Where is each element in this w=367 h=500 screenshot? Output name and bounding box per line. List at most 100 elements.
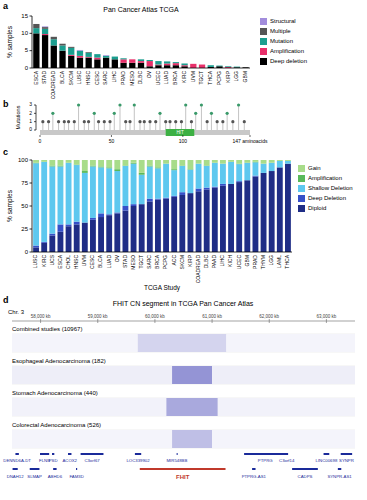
bar-segment: [77, 58, 83, 68]
bar-segment: [103, 55, 109, 57]
bar-segment: [244, 163, 250, 180]
lollipop: [226, 112, 229, 130]
category-label: DLBC: [137, 71, 143, 85]
category-label: GBM: [242, 71, 248, 82]
bar-segment: [42, 26, 48, 28]
category-label: PRAD: [120, 71, 126, 85]
bar-segment: [42, 34, 48, 35]
lollipop: [216, 120, 219, 130]
x-axis: [32, 252, 292, 253]
legend-label: Diploid: [308, 205, 326, 211]
bar-segment: [188, 193, 194, 252]
stem: [52, 113, 53, 130]
cn-segment: [12, 398, 166, 416]
head: [73, 120, 76, 123]
ruler-label: 60,000 kb: [145, 314, 165, 319]
category-label: KIRC: [181, 71, 187, 83]
bar-segment: [66, 226, 72, 252]
y-tick: [30, 68, 33, 69]
bar-segment: [139, 160, 145, 173]
category-label: ACC: [171, 255, 177, 266]
stem: [134, 105, 135, 130]
figure: abcdESCASTADCOADREADBLCASKCMLUSCHNSCCESC…: [0, 0, 367, 500]
bar-segment: [155, 61, 161, 62]
cn-segment: [172, 430, 212, 448]
bar-segment: [123, 206, 129, 211]
bar-segment: [190, 64, 196, 68]
bar-segment: [199, 64, 205, 65]
track-frame: [12, 366, 355, 384]
lollipop: [113, 112, 116, 130]
bar-segment: [49, 166, 55, 233]
legend-swatch: [260, 48, 267, 55]
category-label: BLCA: [97, 254, 103, 268]
bar-segment: [171, 160, 177, 169]
bar-segment: [216, 65, 222, 66]
bar-segment: [114, 171, 120, 212]
y-tick: [30, 252, 33, 253]
head: [77, 103, 80, 106]
ruler-tick: [97, 319, 98, 323]
gene: [338, 468, 341, 470]
gene-label: SYNPR-AS1: [327, 474, 352, 479]
bar-segment: [120, 58, 126, 59]
category-label: GBM: [244, 255, 250, 266]
lollipop: [221, 120, 224, 130]
gene: [52, 453, 54, 455]
y-tick-label: 10: [21, 30, 28, 36]
bar-segment: [94, 54, 100, 55]
y-tick-label: 50: [21, 203, 28, 209]
bar-segment: [123, 166, 129, 206]
bar-segment: [86, 52, 92, 53]
bar-segment: [94, 58, 100, 60]
domain: [166, 129, 195, 136]
head: [210, 112, 213, 115]
y-tick-label: 25: [21, 226, 28, 232]
gene: [285, 453, 288, 455]
ruler-label: 62,000 kb: [259, 314, 279, 319]
head: [184, 103, 187, 106]
category-label: CHOL: [65, 255, 71, 269]
lollipop: [168, 120, 171, 130]
gene: [324, 453, 330, 455]
category-label: LGG: [268, 255, 274, 266]
category-label: SARC: [102, 71, 108, 85]
y-tick: [30, 206, 33, 207]
bar-segment: [112, 59, 118, 68]
category-label: UVM: [190, 71, 196, 82]
y-tick: [34, 113, 36, 114]
x-tick-label: 0: [39, 138, 42, 144]
category-label: LAML: [276, 255, 282, 268]
bar-segment: [155, 65, 161, 68]
protein-bar: [40, 130, 250, 135]
head: [93, 112, 96, 115]
bar-segment: [77, 49, 83, 51]
bar-segment: [236, 160, 242, 164]
y-tick-label: 1: [29, 118, 32, 124]
head: [221, 120, 224, 123]
bar-segment: [120, 58, 126, 59]
y-tick: [30, 50, 33, 51]
bar-segment: [164, 65, 170, 68]
cn-segment: [166, 398, 217, 416]
lollipop: [237, 103, 240, 130]
gene-label: PSD: [49, 458, 58, 463]
gene-label: CADPS: [298, 474, 313, 479]
bar-segment: [164, 61, 170, 63]
bar-segment: [58, 224, 64, 231]
bar-segment: [139, 204, 145, 252]
cn-segment: [212, 430, 355, 448]
category-label: KIRP: [187, 254, 193, 266]
lollipop: [118, 103, 121, 130]
lollipop: [128, 120, 131, 130]
gene: [68, 453, 71, 455]
gene-label: DNAH12: [7, 474, 25, 479]
lollipop: [180, 120, 183, 130]
gene-label: DENND6A-DT: [3, 458, 31, 463]
bar-segment: [51, 39, 57, 45]
legend: StructuralMultipleMutationAmplificationD…: [260, 18, 307, 65]
legend-swatch: [260, 28, 267, 35]
stem: [120, 105, 121, 130]
bar-segment: [181, 65, 187, 66]
category-label: LGG: [233, 71, 239, 82]
